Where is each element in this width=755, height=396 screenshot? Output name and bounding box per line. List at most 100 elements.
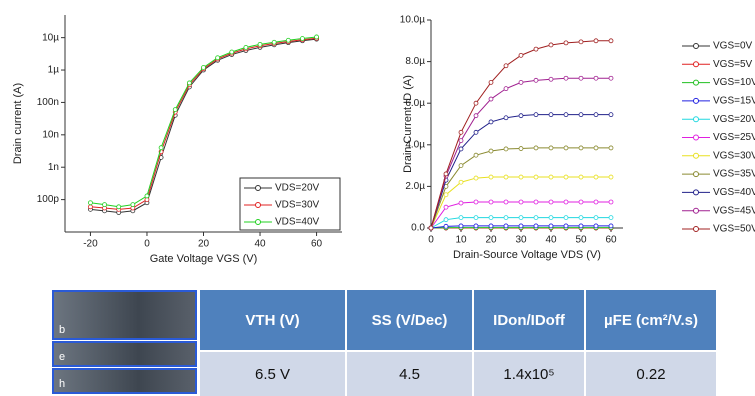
- data-point: [609, 146, 613, 150]
- cell: 1.4x10⁵: [473, 351, 585, 396]
- legend-label: VGS=5V: [713, 59, 753, 70]
- data-point: [579, 200, 583, 204]
- data-point: [459, 201, 463, 205]
- x-tick-label: 50: [575, 235, 587, 246]
- header-cell: VTH (V): [200, 290, 346, 351]
- legend-marker: [694, 190, 699, 195]
- sample-photo: e: [52, 341, 197, 367]
- data-point: [564, 41, 568, 45]
- data-point: [159, 146, 163, 150]
- header-cell: SS (V/Dec): [346, 290, 473, 351]
- data-point: [564, 175, 568, 179]
- data-point: [519, 216, 523, 220]
- x-tick-label: 10: [455, 235, 467, 246]
- header-row: VTH (V) SS (V/Dec) IDon/IDoff µFE (cm²/V…: [200, 290, 717, 351]
- data-point: [216, 56, 220, 60]
- data-point: [504, 147, 508, 151]
- data-point: [230, 50, 234, 54]
- data-point: [474, 176, 478, 180]
- data-point: [504, 116, 508, 120]
- x-tick-label: 60: [605, 235, 617, 246]
- data-point: [474, 101, 478, 105]
- data-point: [534, 224, 538, 228]
- legend-label: VDS=40V: [275, 217, 320, 228]
- data-point: [504, 224, 508, 228]
- legend-label: VDS=30V: [275, 200, 320, 211]
- series-line: [431, 115, 611, 228]
- legend-marker: [694, 208, 699, 213]
- data-point: [444, 218, 448, 222]
- data-point: [88, 205, 92, 209]
- data-point: [549, 216, 553, 220]
- legend-label: VGS=40V: [713, 187, 755, 198]
- y-axis-label: Drain Current ID (A): [402, 75, 414, 173]
- y-tick-label: 100p: [37, 194, 60, 205]
- data-point: [594, 39, 598, 43]
- photo-label: e: [59, 351, 65, 363]
- data-point: [609, 76, 613, 80]
- legend-marker: [694, 227, 699, 232]
- y-tick-label: 2.0µ: [405, 181, 425, 192]
- legend-label: VGS=10V: [713, 77, 755, 88]
- data-point: [549, 175, 553, 179]
- data-point: [549, 224, 553, 228]
- header-cell: IDon/IDoff: [473, 290, 585, 351]
- data-point: [519, 80, 523, 84]
- x-tick-label: 0: [144, 239, 150, 250]
- y-tick-label: 8.0µ: [405, 56, 425, 67]
- data-point: [549, 113, 553, 117]
- data-point: [594, 146, 598, 150]
- data-point: [315, 35, 319, 39]
- data-point: [534, 113, 538, 117]
- data-point: [549, 43, 553, 47]
- data-point: [131, 203, 135, 207]
- data-row: 6.5 V 4.5 1.4x10⁵ 0.22: [200, 351, 717, 396]
- legend-marker: [694, 153, 699, 158]
- legend-label: VGS=0V: [713, 41, 753, 52]
- data-point: [609, 200, 613, 204]
- legend-label: VGS=50V: [713, 224, 755, 235]
- x-axis-label: Drain-Source Voltage VDS (V): [453, 249, 601, 261]
- data-point: [258, 42, 262, 46]
- legend-label: VGS=30V: [713, 150, 755, 161]
- data-point: [474, 114, 478, 118]
- y-tick-label: 100n: [37, 97, 59, 108]
- data-point: [504, 200, 508, 204]
- data-point: [444, 224, 448, 228]
- data-point: [187, 81, 191, 85]
- x-tick-label: -20: [83, 239, 98, 250]
- legend-marker: [256, 186, 261, 191]
- data-point: [286, 38, 290, 42]
- data-point: [549, 200, 553, 204]
- x-tick-label: 30: [515, 235, 527, 246]
- data-point: [564, 76, 568, 80]
- data-point: [609, 224, 613, 228]
- legend-label: VDS=20V: [275, 183, 320, 194]
- data-point: [504, 216, 508, 220]
- data-point: [534, 200, 538, 204]
- data-point: [103, 203, 107, 207]
- data-point: [474, 130, 478, 134]
- data-point: [272, 40, 276, 44]
- data-point: [88, 201, 92, 205]
- legend-label: VGS=25V: [713, 132, 755, 143]
- data-point: [489, 97, 493, 101]
- x-tick-label: 60: [311, 239, 323, 250]
- legend-marker: [694, 172, 699, 177]
- data-point: [489, 175, 493, 179]
- data-point: [474, 200, 478, 204]
- legend-marker: [694, 80, 699, 85]
- y-tick-label: 0.0: [411, 223, 425, 234]
- data-point: [579, 40, 583, 44]
- data-point: [609, 175, 613, 179]
- data-point: [519, 114, 523, 118]
- photo-label: h: [59, 378, 65, 390]
- photo-label: b: [59, 324, 65, 336]
- data-point: [444, 172, 448, 176]
- legend-label: VGS=15V: [713, 96, 755, 107]
- y-tick-label: 1n: [48, 162, 59, 173]
- data-point: [474, 153, 478, 157]
- data-point: [594, 76, 598, 80]
- data-point: [579, 113, 583, 117]
- data-point: [564, 113, 568, 117]
